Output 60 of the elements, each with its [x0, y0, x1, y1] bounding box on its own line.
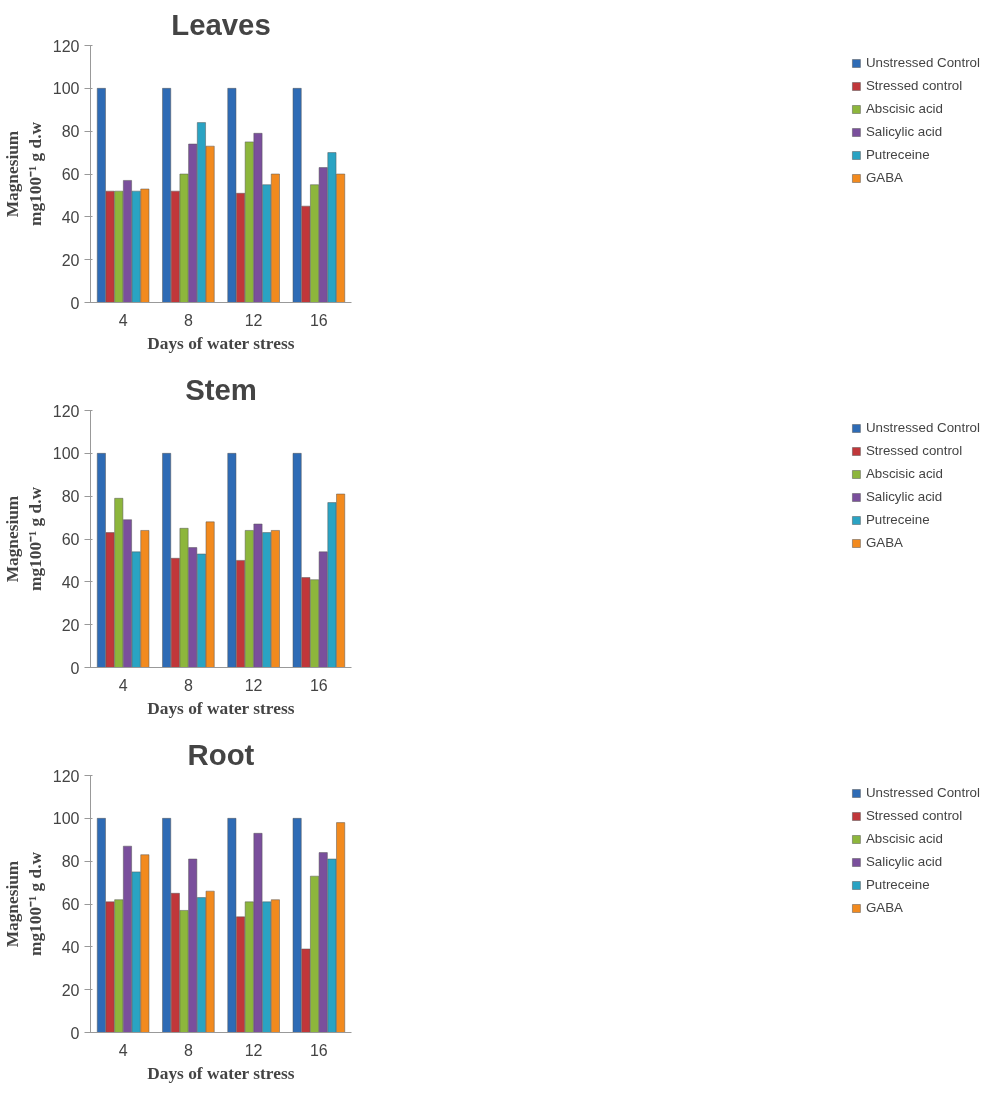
y-tick-label: 120: [52, 37, 80, 55]
y-tick-label: 120: [52, 767, 80, 785]
x-axis-title: Days of water stress: [147, 333, 295, 353]
chart-title: Stem: [185, 372, 257, 406]
x-tick-label: 16: [309, 311, 328, 329]
legend-label: Stressed control: [865, 443, 963, 458]
y-tick-label: 20: [61, 251, 80, 269]
legend-label: GABA: [865, 170, 903, 185]
y-tick-label: 0: [70, 294, 80, 312]
y-tick-label: 60: [61, 166, 80, 183]
x-tick-label: 16: [309, 676, 328, 694]
y-tick-label: 20: [61, 981, 80, 999]
x-tick-label: 12: [244, 676, 263, 694]
x-tick-label: 4: [118, 1041, 128, 1059]
x-tick-label: 4: [118, 676, 128, 694]
y-tick-label: 80: [61, 123, 80, 141]
x-tick-label: 16: [309, 1041, 328, 1059]
legend-label: Salicylic acid: [865, 489, 943, 504]
y-axis-title: Magnesium mg100⁻¹ g d.w: [3, 486, 45, 592]
y-tick-label: 100: [52, 810, 80, 828]
legend-label: Putreceine: [865, 877, 930, 892]
x-tick-label: 12: [244, 311, 263, 329]
legend-label: Abscisic acid: [865, 101, 943, 116]
x-axis-title: Days of water stress: [147, 698, 295, 718]
y-tick-label: 80: [61, 853, 80, 871]
legend-label: Abscisic acid: [865, 466, 943, 481]
x-tick-label: 8: [183, 676, 193, 694]
legend-label: Unstressed Control: [865, 55, 980, 70]
y-tick-label: 40: [61, 938, 80, 956]
y-tick-label: 40: [61, 573, 80, 591]
x-axis-title: Days of water stress: [147, 1063, 295, 1083]
chart-title: Leaves: [171, 7, 271, 41]
y-tick-label: 60: [61, 896, 80, 913]
legend-label: Salicylic acid: [865, 124, 943, 139]
chart-title: Root: [187, 737, 255, 771]
legend-label: GABA: [865, 900, 903, 915]
x-tick-label: 8: [183, 1041, 193, 1059]
y-tick-label: 0: [70, 659, 80, 677]
legend-label: GABA: [865, 535, 903, 550]
legend-label: Putreceine: [865, 147, 930, 162]
y-tick-label: 20: [61, 616, 80, 634]
y-tick-label: 0: [70, 1024, 80, 1042]
y-tick-label: 100: [52, 80, 80, 98]
y-tick-label: 80: [61, 488, 80, 506]
y-tick-label: 40: [61, 208, 80, 226]
legend-label: Salicylic acid: [865, 854, 943, 869]
legend-label: Abscisic acid: [865, 831, 943, 846]
legend-label: Stressed control: [865, 808, 963, 823]
legend-label: Unstressed Control: [865, 420, 980, 435]
legend-label: Stressed control: [865, 78, 963, 93]
legend-label: Putreceine: [865, 512, 930, 527]
y-tick-label: 60: [61, 531, 80, 548]
y-axis-title: Magnesium mg100⁻¹ g d.w: [3, 851, 45, 957]
y-tick-label: 100: [52, 445, 80, 463]
x-tick-label: 8: [183, 311, 193, 329]
y-axis-title: Magnesium mg100⁻¹ g d.w: [3, 121, 45, 227]
x-tick-label: 12: [244, 1041, 263, 1059]
y-tick-label: 120: [52, 402, 80, 420]
x-tick-label: 4: [118, 311, 128, 329]
legend-label: Unstressed Control: [865, 785, 980, 800]
